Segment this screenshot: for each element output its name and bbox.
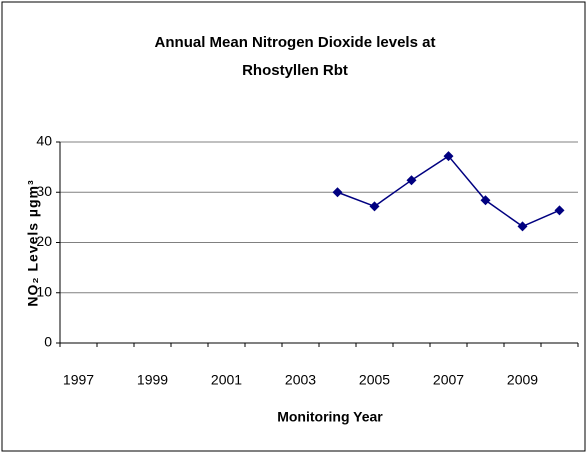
- data-point: [517, 221, 528, 232]
- x-tick-label: 2007: [433, 372, 464, 388]
- data-point: [406, 175, 417, 186]
- data-point: [480, 195, 491, 206]
- x-axis-label: Monitoring Year: [277, 409, 383, 425]
- x-tick-label: 1999: [137, 372, 168, 388]
- y-tick-label: 0: [44, 334, 52, 350]
- x-tick-label: 2009: [507, 372, 538, 388]
- chart-border: [1, 1, 586, 452]
- x-tick-label: 1997: [63, 372, 94, 388]
- chart-title: Annual Mean Nitrogen Dioxide levels at: [155, 34, 436, 51]
- y-tick-label: 10: [36, 283, 52, 299]
- chart-title: Rhostyllen Rbt: [242, 62, 348, 79]
- y-tick-label: 30: [36, 183, 52, 199]
- data-point: [369, 201, 380, 212]
- y-axis-label: NO₂ Levels µgm³: [25, 179, 41, 306]
- x-tick-label: 2003: [285, 372, 316, 388]
- x-tick-label: 2005: [359, 372, 390, 388]
- data-point: [332, 187, 343, 198]
- x-tick-label: 2001: [211, 372, 242, 388]
- data-point: [443, 151, 454, 162]
- data-point: [554, 205, 565, 216]
- y-tick-label: 40: [36, 133, 52, 149]
- y-tick-label: 20: [36, 233, 52, 249]
